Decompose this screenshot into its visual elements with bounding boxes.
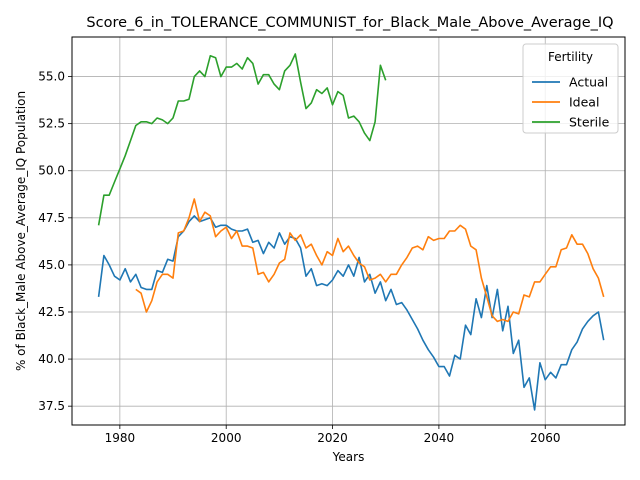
y-tick-label: 52.5: [38, 117, 65, 131]
y-axis-label: % of Black_Male Above_Average_IQ Populat…: [14, 91, 28, 371]
series-line-actual: [97, 215, 605, 411]
x-axis-label: Years: [332, 450, 365, 464]
legend-label: Ideal: [569, 95, 599, 110]
y-axis-ticks: 37.5 40.0 42.5 45.0 47.5 50.0 52.5 55.0: [38, 70, 72, 413]
series-line-sterile: [97, 53, 387, 226]
legend-label: Sterile: [569, 115, 610, 130]
y-tick-label: 55.0: [38, 70, 65, 84]
legend-title: Fertility: [548, 50, 593, 64]
chart-title: Score_6_in_TOLERANCE_COMMUNIST_for_Black…: [86, 15, 613, 31]
y-tick-label: 45.0: [38, 258, 65, 272]
x-tick-label: 2000: [211, 431, 242, 445]
legend-items: Actual Ideal Sterile: [532, 75, 610, 130]
legend: Fertility Actual Ideal Sterile: [522, 43, 619, 134]
x-axis-ticks: 1980 2000 2020 2040 2060: [105, 425, 561, 445]
x-tick-label: 2020: [317, 431, 348, 445]
legend-label: Actual: [569, 75, 608, 90]
y-tick-label: 42.5: [38, 305, 65, 319]
x-tick-label: 2040: [424, 431, 455, 445]
y-tick-label: 37.5: [38, 399, 65, 413]
y-tick-label: 47.5: [38, 211, 65, 225]
series-lines: [97, 53, 605, 411]
series-line-ideal: [135, 198, 605, 323]
plot-frame: [71, 36, 626, 426]
x-tick-label: 2060: [530, 431, 561, 445]
y-tick-label: 40.0: [38, 352, 65, 366]
legend-box: [522, 43, 619, 134]
x-tick-label: 1980: [105, 431, 136, 445]
y-tick-label: 50.0: [38, 164, 65, 178]
